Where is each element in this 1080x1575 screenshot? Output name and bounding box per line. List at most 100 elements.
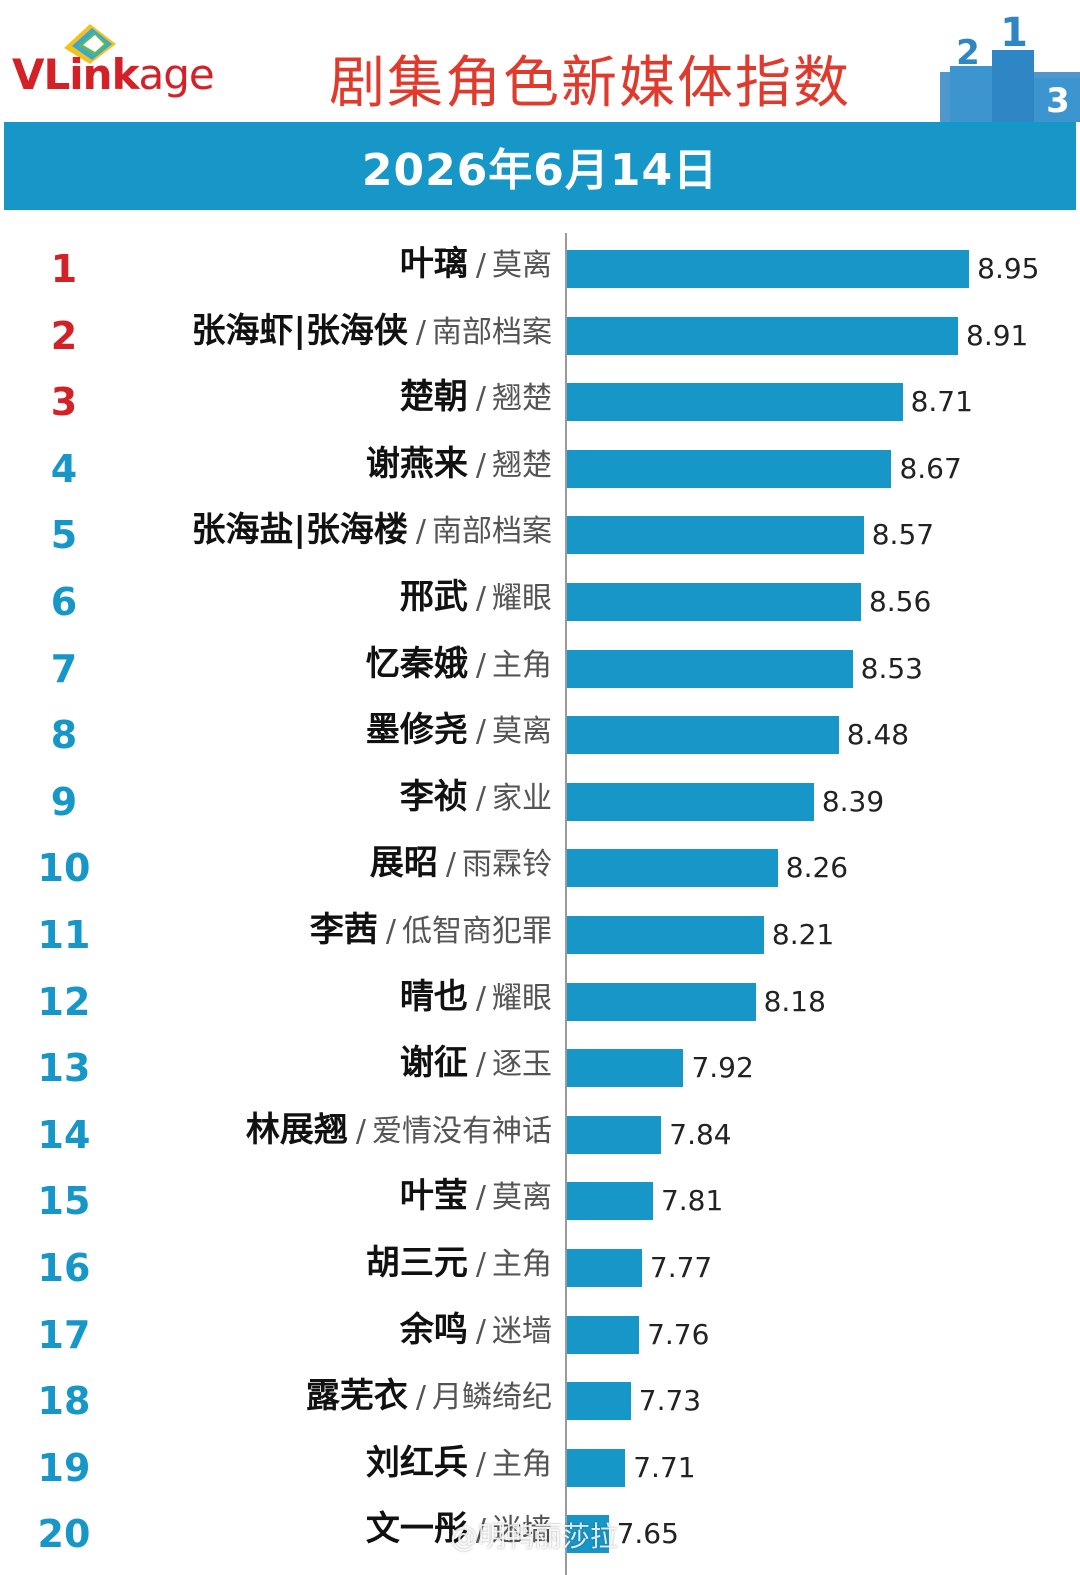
drama-title: 耀眼 bbox=[492, 581, 552, 616]
data-label: 8.21 bbox=[771, 918, 835, 951]
drama-title: 莫离 bbox=[492, 714, 552, 750]
separator: / bbox=[475, 581, 486, 616]
rank-number: 15 bbox=[37, 1179, 91, 1224]
page-title: 剧集角色新媒体指数 bbox=[329, 51, 851, 116]
category-label: 文一彤 / 迷墙 bbox=[366, 1501, 552, 1557]
separator: / bbox=[475, 1513, 486, 1549]
rank-number: 7 bbox=[50, 646, 78, 691]
category-label: 叶莹 / 莫离 bbox=[400, 1168, 552, 1224]
category-label: 谢燕来 / 翘楚 bbox=[366, 436, 552, 492]
character-name: 晴也 bbox=[399, 976, 468, 1017]
logo-link: Link bbox=[43, 50, 140, 99]
drama-title: 翘楚 bbox=[492, 447, 552, 483]
rank-number: 13 bbox=[37, 1046, 91, 1091]
separator: / bbox=[385, 914, 396, 949]
chart-row: 10 展昭 / 雨霖铃 8.26 bbox=[0, 835, 1080, 901]
separator: / bbox=[415, 514, 426, 550]
drama-title: 莫离 bbox=[492, 1180, 552, 1216]
data-label: 7.73 bbox=[638, 1384, 702, 1418]
category-label: 晴也 / 耀眼 bbox=[400, 969, 552, 1025]
character-name: 胡三元 bbox=[365, 1243, 468, 1283]
bar bbox=[567, 1515, 609, 1554]
data-label: 8.91 bbox=[966, 318, 1029, 352]
rank-number: 19 bbox=[37, 1445, 91, 1490]
chart-row: 17 余鸣 / 迷墙 7.76 bbox=[0, 1302, 1080, 1368]
rank-number: 1 bbox=[50, 247, 78, 291]
drama-title: 主角 bbox=[492, 647, 552, 683]
bar bbox=[567, 1315, 640, 1354]
logo-age: age bbox=[138, 50, 215, 99]
logo-cards-icon bbox=[64, 24, 116, 64]
data-label: 7.81 bbox=[660, 1184, 724, 1218]
podium-icon: 1 2 3 bbox=[940, 10, 1080, 122]
category-label: 叶璃 / 莫离 bbox=[400, 236, 552, 292]
drama-title: 逐玉 bbox=[492, 1047, 552, 1083]
chart-row: 11 李茜 / 低智商犯罪 8.21 bbox=[0, 902, 1080, 968]
data-label: 7.65 bbox=[616, 1517, 679, 1551]
logo-wordmark: VLinkage bbox=[12, 50, 215, 99]
rank-number: 3 bbox=[50, 380, 78, 425]
bar bbox=[567, 1049, 684, 1088]
chart-row: 2 张海虾|张海侠 / 南部档案 8.91 bbox=[0, 303, 1080, 369]
character-name: 李祯 bbox=[399, 776, 468, 817]
data-label: 7.76 bbox=[647, 1317, 710, 1351]
data-label: 8.26 bbox=[785, 851, 849, 885]
bar bbox=[567, 449, 892, 488]
character-name: 叶莹 bbox=[399, 1176, 468, 1217]
data-label: 8.39 bbox=[821, 784, 885, 818]
drama-title: 爱情没有神话 bbox=[372, 1113, 552, 1149]
data-label: 7.77 bbox=[649, 1251, 713, 1284]
drama-title: 月鳞绮纪 bbox=[432, 1380, 552, 1416]
category-label: 李茜 / 低智商犯罪 bbox=[310, 902, 552, 958]
bar bbox=[567, 1448, 626, 1487]
category-label: 露芜衣 / 月鳞绮纪 bbox=[306, 1368, 552, 1424]
separator: / bbox=[475, 1047, 486, 1083]
separator: / bbox=[475, 1446, 486, 1482]
separator: / bbox=[475, 780, 486, 816]
data-label: 7.71 bbox=[633, 1450, 696, 1484]
separator: / bbox=[445, 847, 456, 883]
chart-row: 4 谢燕来 / 翘楚 8.67 bbox=[0, 436, 1080, 502]
character-name: 张海虾|张海侠 bbox=[191, 310, 408, 351]
logo-v: V bbox=[12, 50, 45, 99]
category-label: 忆秦娥 / 主角 bbox=[366, 636, 552, 692]
character-name: 展昭 bbox=[369, 843, 438, 884]
category-label: 李祯 / 家业 bbox=[400, 769, 552, 825]
bar bbox=[567, 1382, 631, 1421]
drama-title: 主角 bbox=[492, 1247, 552, 1282]
category-label: 邢武 / 耀眼 bbox=[400, 569, 552, 625]
character-name: 忆秦娥 bbox=[365, 643, 468, 684]
bar bbox=[567, 649, 853, 688]
category-label: 林展翘 / 爱情没有神话 bbox=[246, 1102, 552, 1158]
bar bbox=[567, 916, 764, 954]
separator: / bbox=[475, 714, 486, 750]
separator: / bbox=[475, 248, 486, 283]
rank-number: 4 bbox=[50, 446, 78, 491]
vlinkage-logo: VLinkage bbox=[10, 18, 250, 108]
separator: / bbox=[475, 647, 486, 683]
character-name: 张海盐|张海楼 bbox=[191, 510, 408, 551]
data-label: 7.84 bbox=[669, 1117, 732, 1151]
character-name: 邢武 bbox=[399, 577, 468, 617]
rank-number: 10 bbox=[37, 846, 91, 891]
character-name: 谢燕来 bbox=[365, 443, 468, 484]
bar bbox=[567, 982, 756, 1021]
chart-row: 8 墨修尧 / 莫离 8.48 bbox=[0, 702, 1080, 768]
bar bbox=[567, 1249, 642, 1287]
separator: / bbox=[355, 1113, 366, 1149]
category-label: 展昭 / 雨霖铃 bbox=[370, 835, 552, 891]
drama-title: 南部档案 bbox=[432, 514, 552, 550]
data-label: 8.53 bbox=[860, 651, 923, 685]
chart-row: 1 叶璃 / 莫离 8.95 bbox=[0, 236, 1080, 302]
bar bbox=[567, 516, 864, 555]
chart-row: 19 刘红兵 / 主角 7.71 bbox=[0, 1435, 1080, 1501]
data-label: 8.18 bbox=[763, 984, 826, 1018]
category-label: 余鸣 / 迷墙 bbox=[400, 1302, 552, 1358]
rank-number: 18 bbox=[37, 1379, 91, 1424]
chart-row: 13 谢征 / 逐玉 7.92 bbox=[0, 1035, 1080, 1101]
watermark: @明鸭丽莎拉 bbox=[450, 1520, 619, 1553]
rank-number: 5 bbox=[50, 513, 78, 558]
bar bbox=[567, 250, 970, 288]
category-label: 刘红兵 / 主角 bbox=[366, 1435, 552, 1491]
